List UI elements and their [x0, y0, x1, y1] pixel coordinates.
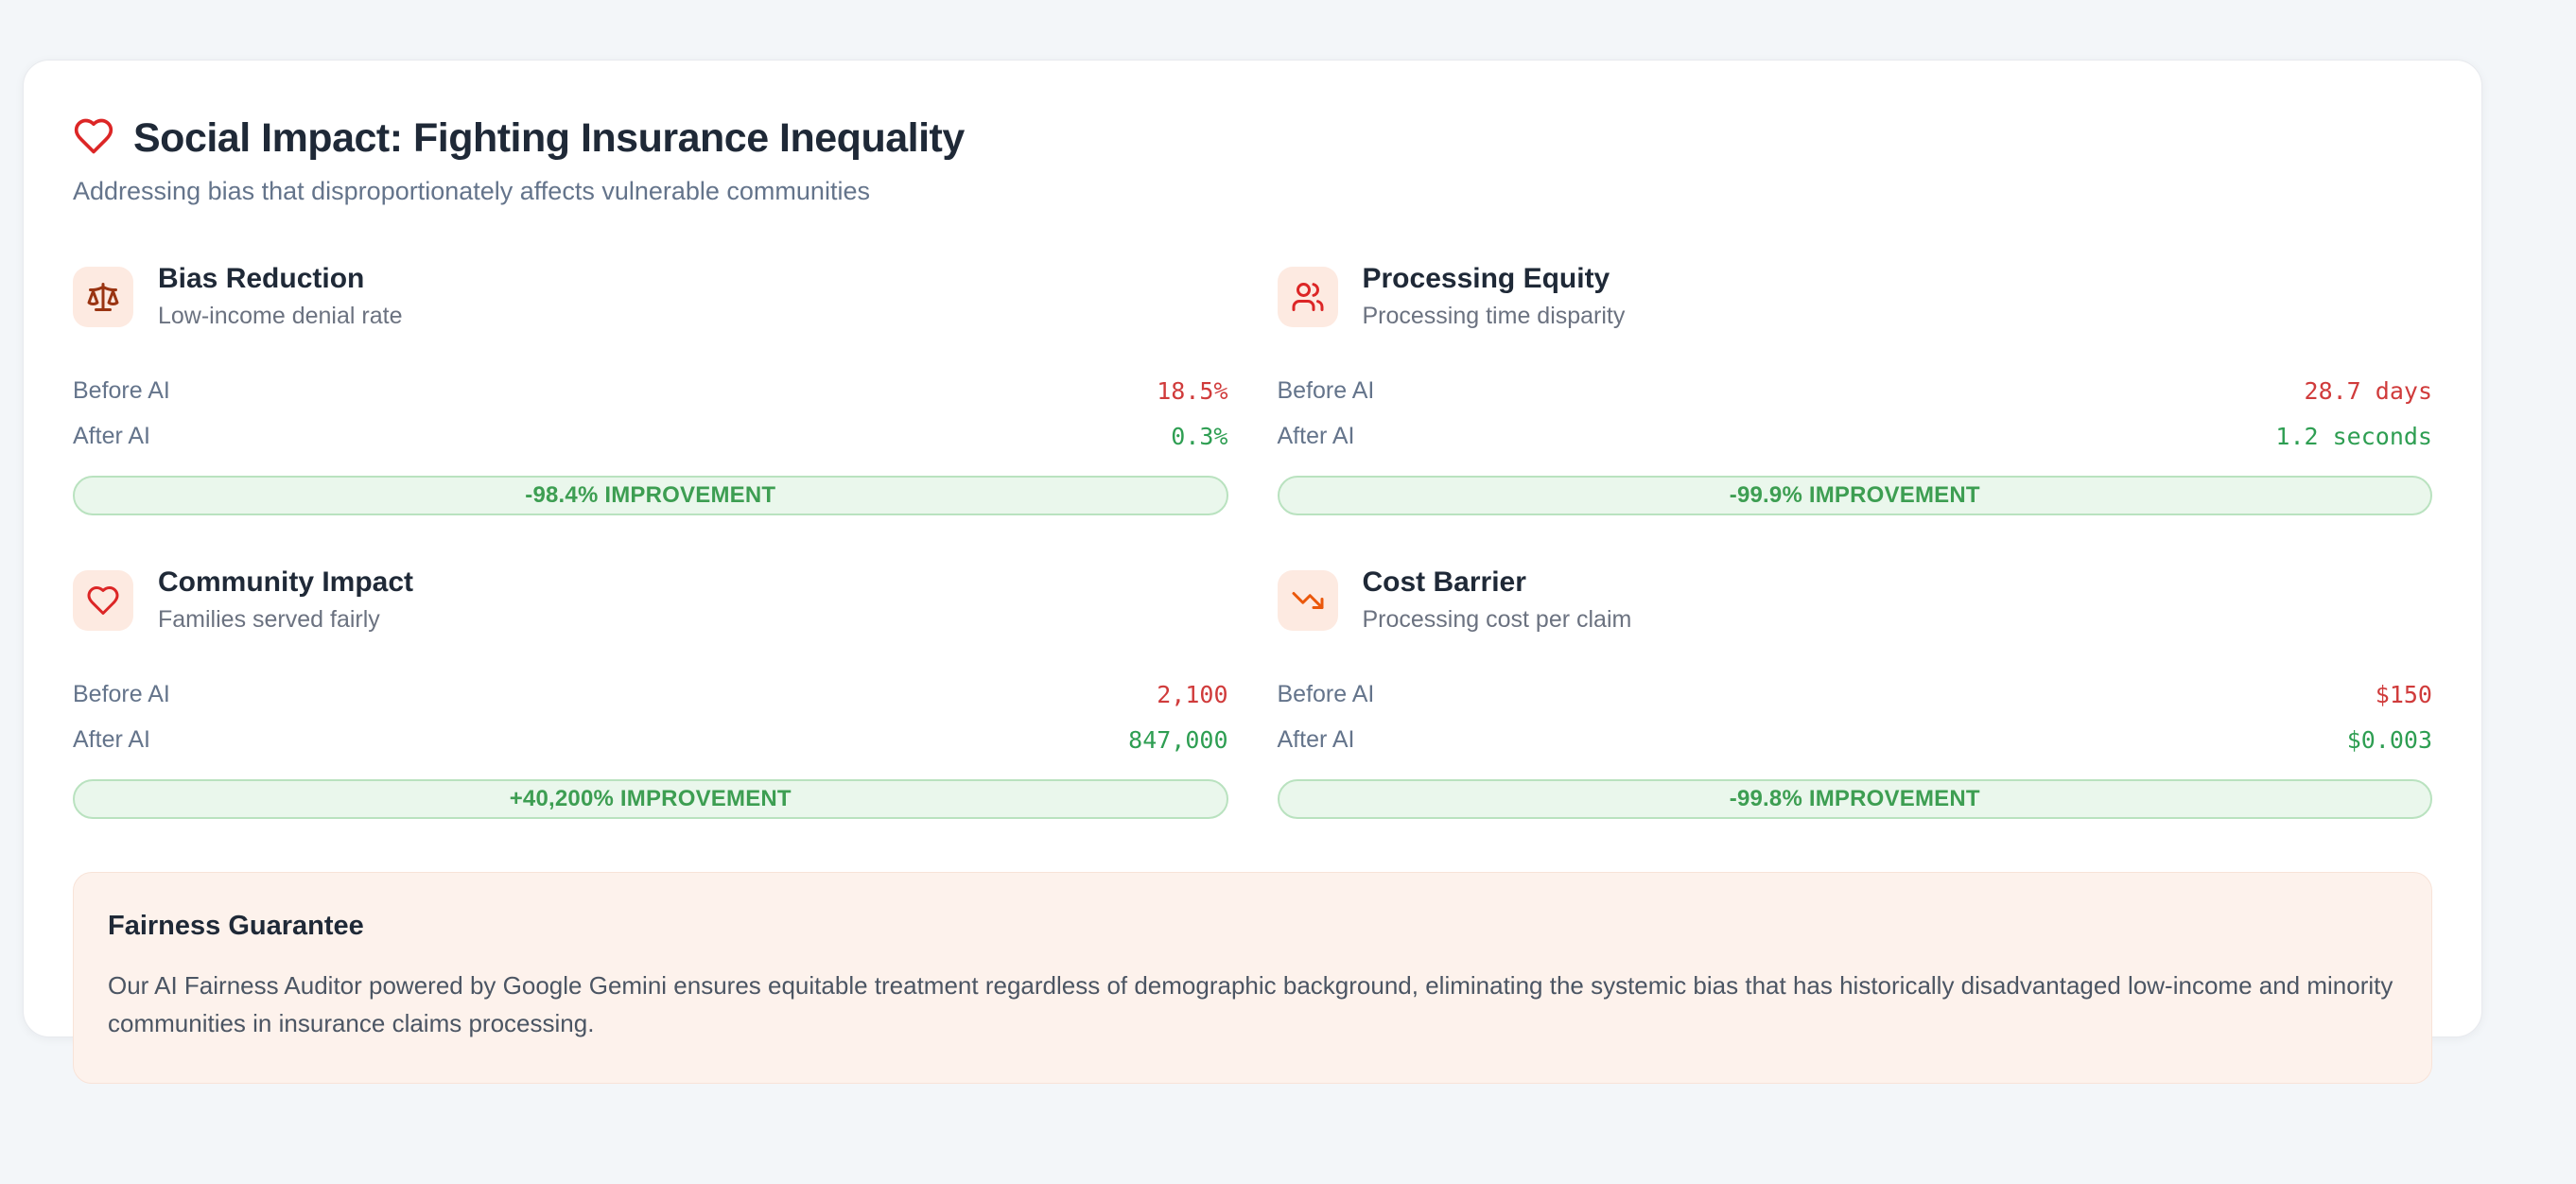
metric-description: Families served fairly: [158, 606, 380, 633]
page-title: Social Impact: Fighting Insurance Inequa…: [133, 115, 965, 161]
improvement-badge: -99.8% IMPROVEMENT: [1277, 779, 2432, 819]
metric-description: Processing cost per claim: [1362, 606, 1632, 633]
after-label: After AI: [1277, 422, 1355, 449]
metric-header: Bias Reduction Low-income denial rate: [73, 263, 1228, 330]
heart-icon: [73, 569, 133, 631]
before-value: $150: [2375, 680, 2432, 708]
before-row: Before AI $150: [1278, 671, 2433, 717]
after-label: After AI: [73, 422, 150, 449]
before-label: Before AI: [73, 680, 170, 707]
metric-title: Community Impact: [158, 566, 414, 598]
scale-icon: [73, 266, 133, 327]
after-row: After AI $0.003: [1278, 717, 2433, 762]
after-label: After AI: [73, 725, 150, 753]
before-row: Before AI 2,100: [73, 671, 1228, 717]
metric-title: Processing Equity: [1362, 263, 1610, 294]
after-value: 0.3%: [1171, 422, 1228, 450]
metric-header: Cost Barrier Processing cost per claim: [1277, 566, 2433, 634]
after-row: After AI 0.3%: [73, 413, 1228, 459]
before-value: 28.7 days: [2304, 376, 2432, 405]
improvement-badge: +40,200% IMPROVEMENT: [73, 779, 1228, 819]
before-value: 2,100: [1157, 680, 1228, 708]
social-impact-card: Social Impact: Fighting Insurance Inequa…: [23, 60, 2482, 1084]
metric-card-community-impact: Community Impact Families served fairly …: [73, 566, 1228, 819]
metrics-grid: Bias Reduction Low-income denial rate Be…: [73, 263, 2432, 819]
improvement-badge: -98.4% IMPROVEMENT: [73, 476, 1228, 515]
metric-card-cost-barrier: Cost Barrier Processing cost per claim B…: [1277, 566, 2433, 819]
fairness-guarantee-panel: Fairness Guarantee Our AI Fairness Audit…: [73, 872, 2432, 1084]
before-row: Before AI 18.5%: [73, 368, 1228, 413]
page-subtitle: Addressing bias that disproportionately …: [73, 177, 870, 205]
trending-down-icon: [1277, 569, 1338, 631]
metric-card-processing-equity: Processing Equity Processing time dispar…: [1277, 263, 2433, 515]
after-value: 1.2 seconds: [2275, 422, 2432, 450]
metric-description: Processing time disparity: [1362, 303, 1626, 329]
after-row: After AI 847,000: [73, 717, 1228, 762]
page-header: Social Impact: Fighting Insurance Inequa…: [73, 115, 2432, 162]
after-row: After AI 1.2 seconds: [1278, 413, 2433, 459]
before-row: Before AI 28.7 days: [1278, 368, 2433, 413]
heart-icon: [73, 115, 114, 162]
before-label: Before AI: [73, 376, 170, 404]
after-value: 847,000: [1128, 725, 1228, 754]
metric-header: Processing Equity Processing time dispar…: [1277, 263, 2433, 330]
fairness-title: Fairness Guarantee: [108, 911, 364, 941]
before-label: Before AI: [1277, 376, 1375, 404]
before-label: Before AI: [1277, 680, 1375, 707]
metric-description: Low-income denial rate: [158, 303, 403, 329]
fairness-body: Our AI Fairness Auditor powered by Googl…: [108, 971, 2393, 1038]
users-icon: [1277, 266, 1338, 327]
metric-card-bias-reduction: Bias Reduction Low-income denial rate Be…: [73, 263, 1228, 515]
after-label: After AI: [1277, 725, 1355, 753]
improvement-badge: -99.9% IMPROVEMENT: [1277, 476, 2432, 515]
after-value: $0.003: [2346, 725, 2432, 754]
metric-header: Community Impact Families served fairly: [73, 566, 1228, 634]
metric-title: Cost Barrier: [1362, 566, 1526, 598]
before-value: 18.5%: [1157, 376, 1228, 405]
metric-title: Bias Reduction: [158, 263, 365, 294]
